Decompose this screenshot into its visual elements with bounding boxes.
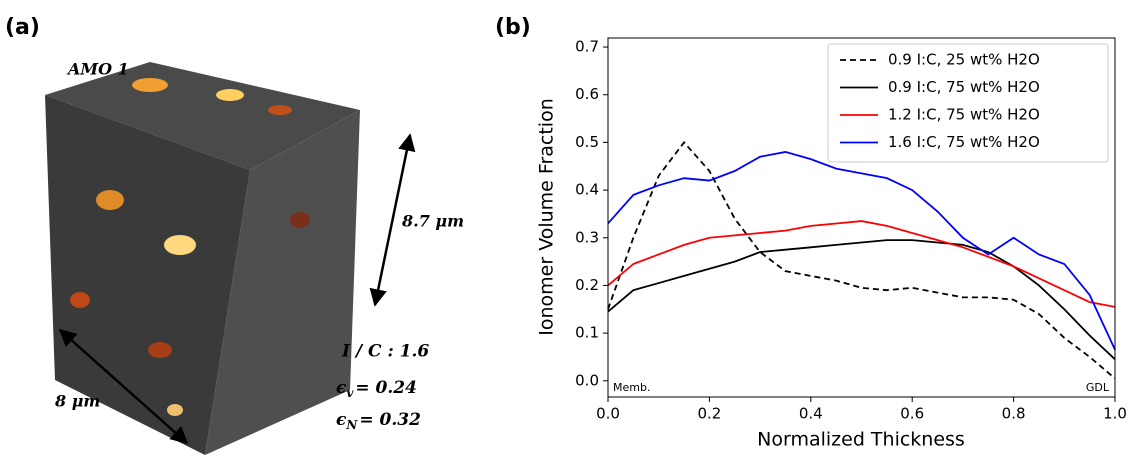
y-tick-label: 0.3 xyxy=(575,228,599,246)
x-tick-label: 0.6 xyxy=(900,405,924,423)
series-line xyxy=(607,239,1116,360)
y-tick-label: 0.7 xyxy=(575,38,599,56)
porosity-label: ϵv = 0.24 xyxy=(336,378,417,400)
legend-label: 1.2 I:C, 75 wt% H2O xyxy=(888,106,1040,124)
y-tick-label: 0.2 xyxy=(575,276,599,294)
dimension-arrow xyxy=(58,328,189,445)
sample-label: AMO 1 xyxy=(66,60,129,79)
y-tick-label: 0.0 xyxy=(575,371,599,389)
legend-label: 0.9 I:C, 25 wt% H2O xyxy=(888,51,1040,69)
legend-label: 0.9 I:C, 75 wt% H2O xyxy=(888,78,1040,96)
x-tick-label: 0.2 xyxy=(697,405,721,423)
panel-label: (a) xyxy=(5,15,40,40)
x-axis-label: Normalized Thickness xyxy=(757,429,965,451)
dimension-label: 8.7 μm xyxy=(401,212,464,231)
panel-label: (b) xyxy=(495,15,531,40)
series-line xyxy=(607,140,1116,380)
x-tick-label: 0.0 xyxy=(596,405,620,423)
series-line xyxy=(607,220,1116,308)
x-tick-label: 1.0 xyxy=(1103,405,1127,423)
annotation: Memb. xyxy=(613,381,650,394)
dimension-arrow xyxy=(369,133,416,307)
porosity-label: ϵN = 0.32 xyxy=(336,410,421,432)
y-tick-label: 0.4 xyxy=(575,181,599,199)
y-tick-label: 0.5 xyxy=(575,133,599,151)
ratio-label: I / C : 1.6 xyxy=(341,342,429,362)
legend-label: 1.6 I:C, 75 wt% H2O xyxy=(888,133,1040,151)
y-tick-label: 0.6 xyxy=(575,85,599,103)
plot-frame xyxy=(607,37,1116,398)
dimension-label: 8 μm xyxy=(54,392,100,411)
x-tick-label: 0.4 xyxy=(799,405,823,423)
annotation: GDL xyxy=(1086,381,1110,394)
y-axis-label: Ionomer Volume Fraction xyxy=(536,98,558,336)
y-tick-label: 0.1 xyxy=(575,324,599,342)
series-line xyxy=(607,151,1116,351)
legend-box xyxy=(827,43,1109,163)
x-tick-label: 0.8 xyxy=(1002,405,1026,423)
